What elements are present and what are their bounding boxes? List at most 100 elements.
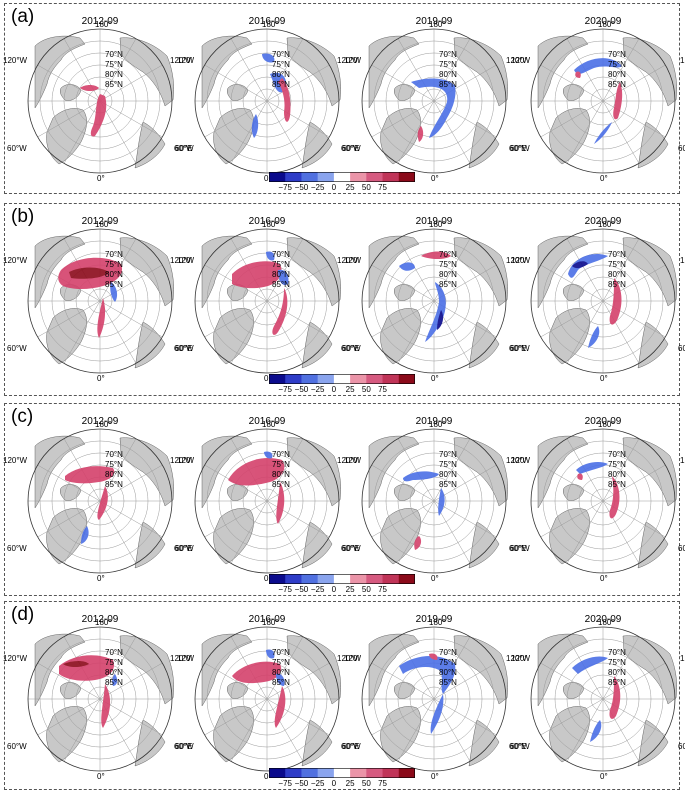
colorbar-tick-label: 50	[361, 385, 371, 394]
lat-label: 70°N	[439, 450, 457, 459]
map-title-year: 2019-09	[415, 416, 453, 427]
colorbar-tick-label: 25	[345, 585, 355, 594]
lon-label-lower-right: 60°E	[509, 144, 527, 153]
lon-label-lower-right: 60°E	[678, 742, 685, 751]
lon-label-top: 180°	[95, 420, 112, 429]
lon-label-lower-left: 60°W	[341, 742, 361, 751]
colorbar-tick-label: 0	[331, 385, 337, 394]
map-title-year: 2016-09	[248, 416, 286, 427]
colorbar-segment	[350, 172, 367, 182]
land-mask	[34, 35, 174, 169]
land-mask	[368, 633, 508, 767]
colorbar	[269, 768, 415, 778]
lat-label: 70°N	[272, 648, 290, 657]
colorbar-tick-label: −50	[294, 183, 309, 192]
lon-label-bottom: 0°	[600, 574, 608, 583]
lon-label-lower-right: 60°E	[342, 544, 360, 553]
map-boundary	[530, 428, 676, 574]
lat-label: 85°N	[272, 80, 290, 89]
lat-label: 75°N	[105, 460, 123, 469]
lon-label-bottom: 0°	[264, 772, 272, 781]
map-boundary	[194, 626, 340, 772]
anomaly-layer	[568, 254, 622, 348]
lon-label-bottom: 0°	[431, 574, 439, 583]
lon-label-upper-left: 120°W	[170, 56, 195, 65]
panel-c: (c) 2012-09 70°N 75°N 80°N 85°N 180° 120°W 120°E…	[3, 403, 685, 596]
lat-label: 75°N	[608, 460, 626, 469]
lat-label: 80°N	[105, 270, 123, 279]
colorbar-tick-label: 25	[345, 385, 355, 394]
lat-label: 70°N	[608, 50, 626, 59]
lat-label: 85°N	[105, 280, 123, 289]
lat-label: 75°N	[439, 658, 457, 667]
lat-label: 75°N	[439, 260, 457, 269]
lon-label-lower-right: 60°E	[678, 144, 685, 153]
colorbar-segment	[382, 172, 400, 182]
lon-label-upper-left: 120°W	[506, 654, 531, 663]
map-boundary	[530, 28, 676, 174]
lat-label: 70°N	[608, 450, 626, 459]
lon-label-top: 180°	[429, 220, 446, 229]
panel-letter: (b)	[11, 206, 35, 227]
colorbar-segment	[285, 768, 302, 778]
colorbar-segment	[285, 374, 302, 384]
colorbar-segment	[350, 574, 367, 584]
lat-label: 70°N	[272, 450, 290, 459]
map-title-year: 2020-09	[584, 216, 622, 227]
colorbar-segment	[382, 574, 400, 584]
lon-label-lower-left: 60°W	[7, 144, 27, 153]
panel-letter: (c)	[11, 406, 34, 427]
lon-label-top: 180°	[262, 420, 279, 429]
lat-label: 85°N	[608, 678, 626, 687]
lon-label-bottom: 0°	[264, 574, 272, 583]
colorbar-segment	[285, 574, 302, 584]
lat-label: 70°N	[608, 648, 626, 657]
map-boundary	[361, 28, 507, 174]
lon-label-top: 180°	[95, 20, 112, 29]
colorbar	[269, 374, 415, 384]
colorbar-segment	[269, 574, 286, 584]
graticule	[531, 229, 675, 373]
lon-label-bottom: 0°	[600, 174, 608, 183]
colorbar-tick-label: 50	[361, 183, 371, 192]
anomaly-layer	[399, 653, 456, 734]
colorbar-tick-label: −75	[278, 585, 293, 594]
lon-label-upper-left: 120°W	[506, 56, 531, 65]
lon-label-top: 180°	[262, 618, 279, 627]
lon-label-upper-right: 120°E	[680, 456, 685, 465]
colorbar-tick-label: 50	[361, 779, 371, 788]
colorbar-tick-label: 0	[331, 585, 337, 594]
map-title-year: 2020-09	[584, 16, 622, 27]
panel-b: (b) 2012-09 70°N 75°N 80°N 85°N 180° 120°W 120°E…	[3, 203, 685, 396]
colorbar-segment	[301, 768, 319, 778]
lat-label: 85°N	[608, 80, 626, 89]
lat-label: 75°N	[105, 260, 123, 269]
colorbar-segment	[301, 172, 319, 182]
land-mask	[537, 435, 677, 569]
land-mask	[34, 235, 174, 369]
map-boundary	[194, 228, 340, 374]
land-mask	[537, 235, 677, 369]
lon-label-top: 180°	[429, 420, 446, 429]
land-mask	[537, 35, 677, 169]
panel-a: (a) 2012-09 70°N 75°N 80°N 85°N 180° 120°W 120°E…	[3, 3, 685, 194]
panel-d: (d) 2012-09 70°N 75°N 80°N 85°N 180° 120°W 120°E…	[3, 601, 685, 790]
lat-label: 75°N	[608, 60, 626, 69]
lat-label: 85°N	[105, 678, 123, 687]
lat-label: 80°N	[105, 470, 123, 479]
lon-label-bottom: 0°	[97, 772, 105, 781]
map-title-year: 2016-09	[248, 216, 286, 227]
map-boundary	[194, 28, 340, 174]
land-mask	[368, 35, 508, 169]
lon-label-upper-left: 120°W	[337, 654, 362, 663]
colorbar-segment	[333, 374, 351, 384]
lon-label-upper-right: 120°E	[344, 654, 366, 663]
lon-label-upper-left: 120°W	[3, 654, 28, 663]
lon-label-upper-right: 120°E	[177, 456, 199, 465]
anomaly-layer	[80, 85, 107, 137]
lon-label-bottom: 0°	[97, 574, 105, 583]
anomaly-layer	[403, 471, 445, 550]
lon-label-upper-right: 120°E	[344, 56, 366, 65]
lat-label: 80°N	[439, 270, 457, 279]
lon-label-lower-right: 60°E	[509, 742, 527, 751]
